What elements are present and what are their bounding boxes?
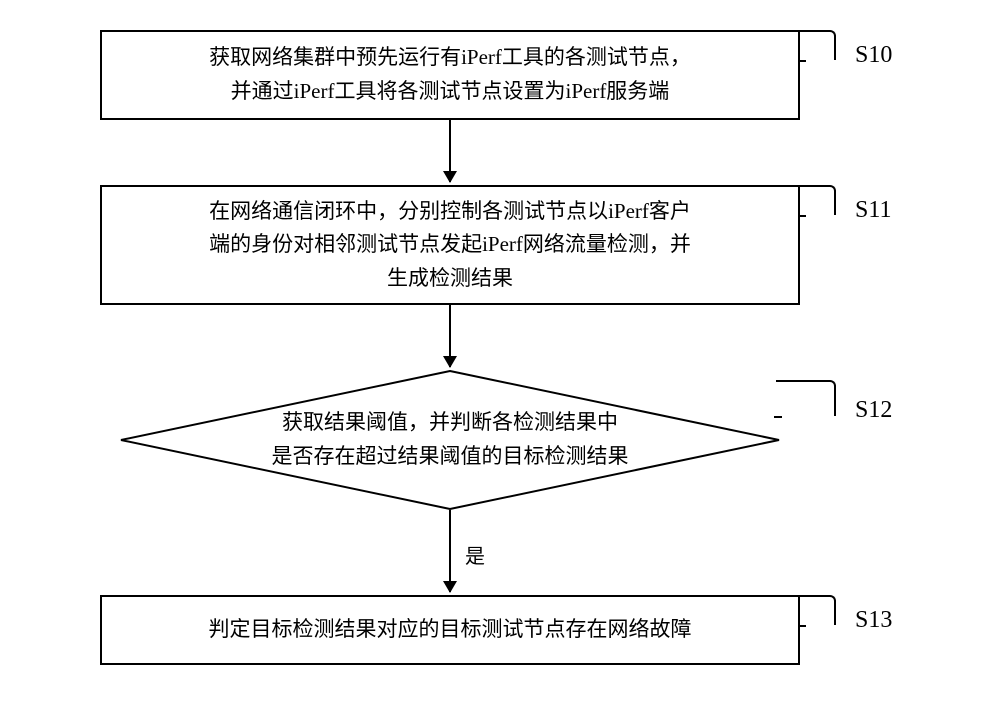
node-s11-text: 在网络通信闭环中，分别控制各测试节点以iPerf客户端的身份对相邻测试节点发起i… (209, 195, 691, 296)
node-s13-text: 判定目标检测结果对应的目标测试节点存在网络故障 (209, 613, 692, 647)
arrow-s10-s11 (449, 120, 451, 182)
connector-s13 (800, 595, 836, 625)
step-label-s11: S11 (855, 197, 891, 224)
step-label-s10: S10 (855, 42, 892, 69)
edge-label-yes: 是 (465, 540, 485, 569)
arrow-s11-s12 (449, 305, 451, 367)
node-s11: 在网络通信闭环中，分别控制各测试节点以iPerf客户端的身份对相邻测试节点发起i… (100, 185, 800, 305)
node-s10: 获取网络集群中预先运行有iPerf工具的各测试节点，并通过iPerf工具将各测试… (100, 30, 800, 120)
node-s13: 判定目标检测结果对应的目标测试节点存在网络故障 (100, 595, 800, 665)
arrow-s12-s13 (449, 510, 451, 592)
node-s10-text: 获取网络集群中预先运行有iPerf工具的各测试节点，并通过iPerf工具将各测试… (209, 41, 691, 108)
step-label-s12: S12 (855, 397, 892, 424)
connector-s10 (800, 30, 836, 60)
node-s12: 获取结果阈值，并判断各检测结果中是否存在超过结果阈值的目标检测结果 (120, 370, 780, 510)
step-label-s13: S13 (855, 607, 892, 634)
connector-s11 (800, 185, 836, 215)
node-s12-text: 获取结果阈值，并判断各检测结果中是否存在超过结果阈值的目标检测结果 (120, 370, 780, 510)
connector-s12 (776, 380, 836, 416)
